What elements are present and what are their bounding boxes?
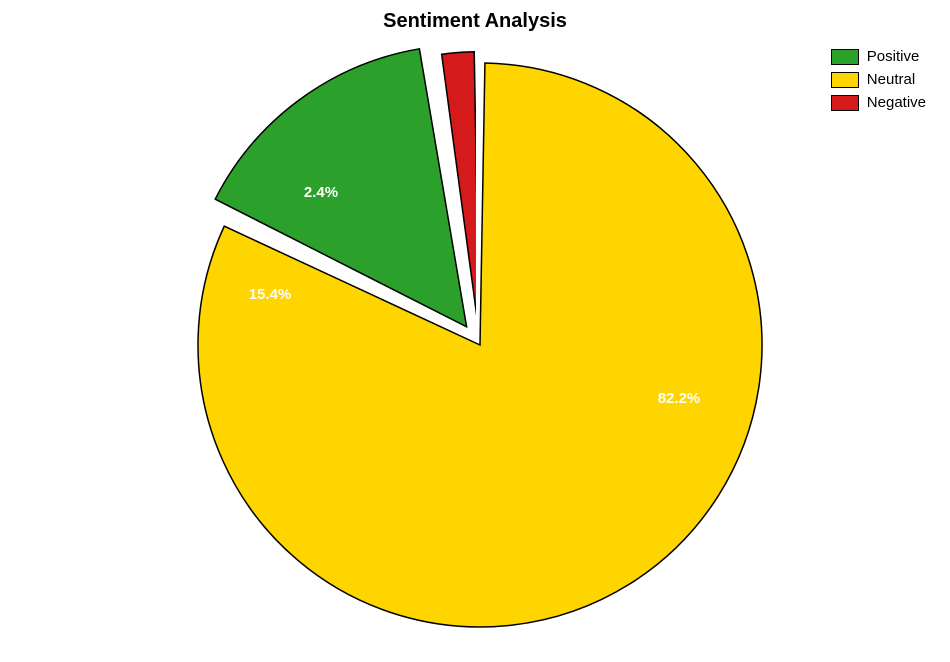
legend-swatch-neutral xyxy=(831,72,859,88)
chart-title: Sentiment Analysis xyxy=(0,10,950,33)
legend-label-positive: Positive xyxy=(867,48,920,65)
legend-item-neutral: Neutral xyxy=(831,71,926,88)
slice-label-positive: 15.4% xyxy=(249,286,292,303)
legend-item-negative: Negative xyxy=(831,94,926,111)
legend-label-neutral: Neutral xyxy=(867,71,915,88)
pie-chart: 2.4% 15.4% 82.2% xyxy=(170,45,790,645)
slice-label-neutral: 82.2% xyxy=(658,390,701,407)
legend: Positive Neutral Negative xyxy=(831,48,926,111)
slice-label-negative: 2.4% xyxy=(304,184,338,201)
legend-label-negative: Negative xyxy=(867,94,926,111)
legend-item-positive: Positive xyxy=(831,48,926,65)
legend-swatch-negative xyxy=(831,95,859,111)
legend-swatch-positive xyxy=(831,49,859,65)
